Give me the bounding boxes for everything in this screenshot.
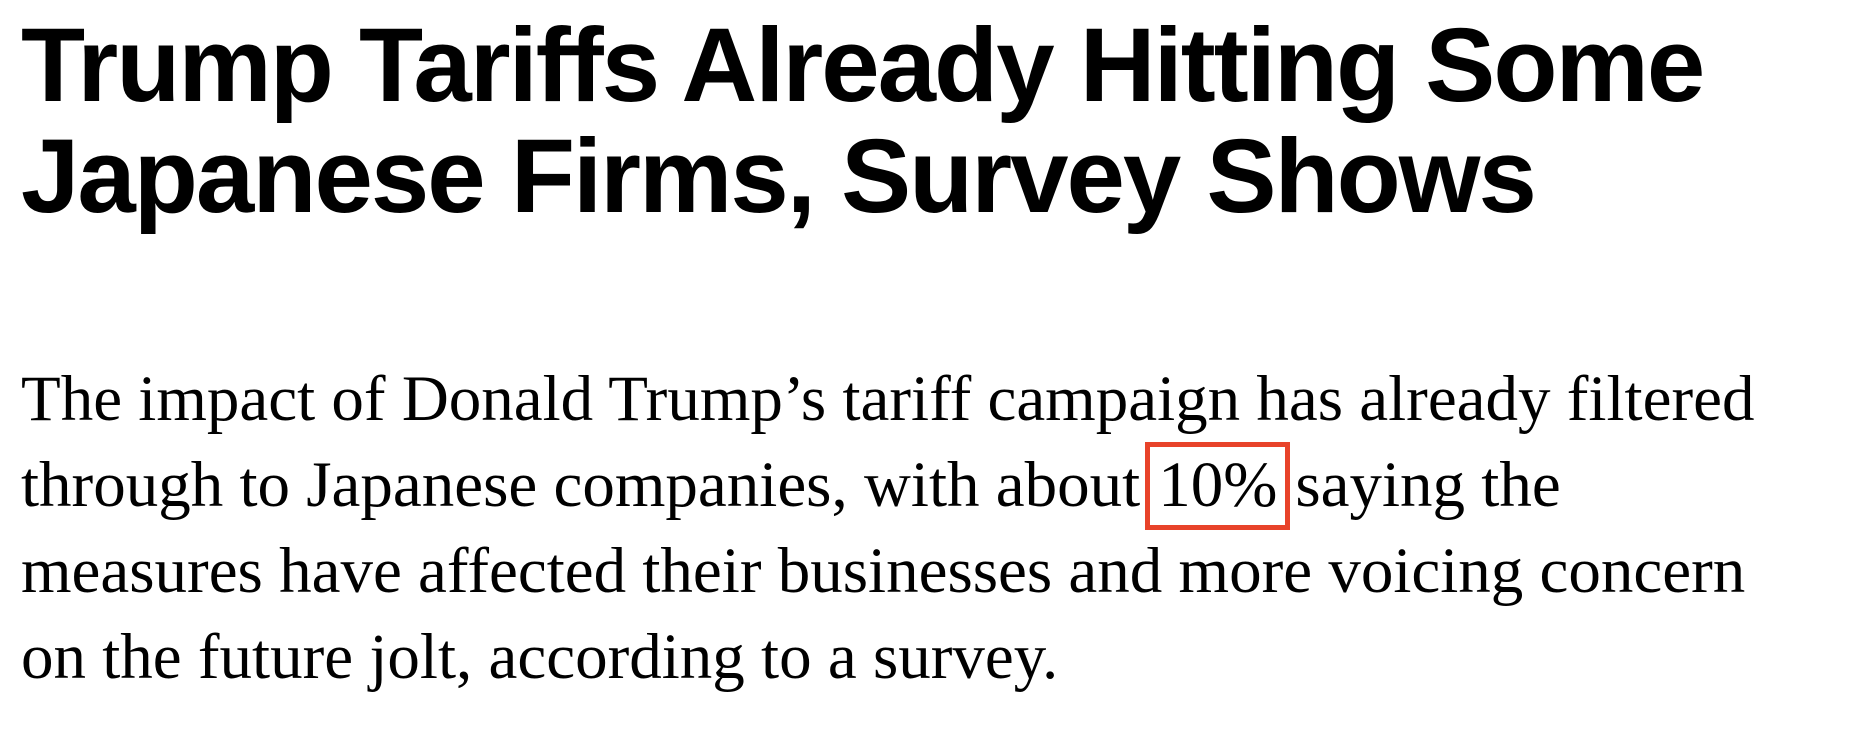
- paragraph-line-2-before: through to Japanese companies, with abou…: [21, 449, 1141, 521]
- highlighted-statistic-annotation-box: 10%: [1145, 442, 1291, 530]
- paragraph-line-4: on the future jolt, according to a surve…: [21, 621, 1059, 693]
- paragraph-line-2-after: saying the: [1295, 449, 1561, 521]
- paragraph-line-2: through to Japanese companies, with abou…: [21, 442, 1832, 530]
- article-headline: Trump Tariffs Already Hitting Some Japan…: [21, 10, 1832, 232]
- article: Trump Tariffs Already Hitting Some Japan…: [21, 10, 1832, 700]
- article-lead-paragraph: The impact of Donald Trump’s tariff camp…: [21, 356, 1832, 700]
- headline-line-1: Trump Tariffs Already Hitting Some: [21, 7, 1705, 124]
- paragraph-line-1: The impact of Donald Trump’s tariff camp…: [21, 363, 1755, 435]
- headline-line-2: Japanese Firms, Survey Shows: [21, 118, 1537, 235]
- paragraph-line-3: measures have affected their businesses …: [21, 535, 1746, 607]
